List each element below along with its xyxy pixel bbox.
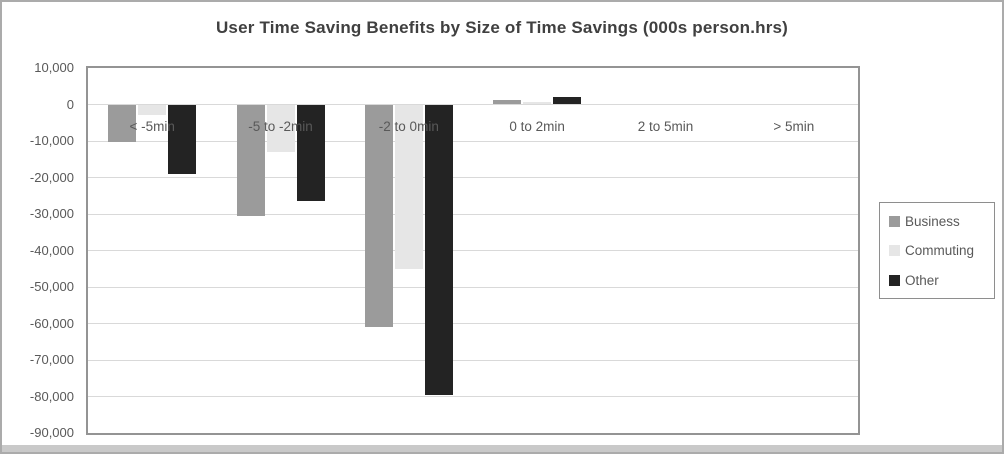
gridline--30,000 — [88, 213, 858, 215]
bar-commuting-2 — [394, 104, 423, 269]
gridline--10,000 — [88, 140, 858, 142]
gridline--40,000 — [88, 250, 858, 251]
bar-business-1 — [236, 104, 265, 216]
gridline--80,000 — [88, 396, 858, 397]
gridline--70,000 — [88, 359, 858, 361]
bar-other-2 — [424, 104, 453, 396]
bar-commuting-3 — [523, 102, 552, 105]
legend-swatch-business-icon — [889, 215, 900, 227]
x-category-label-4: 2 to 5min — [637, 118, 694, 134]
legend-label-business: Business — [905, 213, 960, 229]
window-bottom-edge — [2, 445, 1002, 452]
y-tick-label: -90,000 — [29, 425, 74, 440]
y-tick-label: -80,000 — [29, 388, 74, 404]
bar-other-3 — [553, 96, 582, 105]
legend-swatch-other-icon — [889, 274, 900, 286]
gridline-0 — [88, 104, 858, 105]
x-category-label-2: -2 to 0min — [378, 118, 439, 134]
y-tick-label: -60,000 — [29, 315, 74, 331]
legend-item-commuting: Commuting — [889, 238, 990, 264]
bar-commuting-1 — [266, 104, 295, 152]
legend-swatch-commuting-icon — [889, 245, 900, 256]
plot-area: < -5min -5 to -2min -2 to 0min 0 to 2min 2 t… — [86, 66, 860, 435]
legend-item-other: Other — [889, 267, 990, 293]
bar-business-2 — [364, 104, 393, 328]
bar-commuting-0 — [138, 104, 167, 116]
y-tick-label: -30,000 — [29, 206, 74, 221]
x-category-label-5: > 5min — [773, 118, 815, 134]
y-tick-label: 0 — [66, 96, 74, 112]
x-category-label-0: < -5min — [129, 118, 175, 134]
gridline--60,000 — [88, 323, 858, 324]
bar-business-0 — [108, 104, 137, 143]
y-tick-label: -70,000 — [29, 352, 74, 367]
bar-business-3 — [493, 100, 522, 105]
legend-label-other: Other — [905, 272, 939, 288]
legend-label-commuting: Commuting — [905, 243, 975, 258]
x-category-label-1: -5 to -2min — [248, 118, 313, 134]
legend-item-business: Business — [889, 208, 990, 234]
bar-other-1 — [296, 104, 325, 202]
chart-title: User Time Saving Benefits by Size of Tim… — [215, 18, 789, 37]
y-tick-label: -40,000 — [29, 242, 74, 258]
gridline--20,000 — [88, 177, 858, 178]
bar-other-0 — [168, 104, 197, 174]
y-tick-label: -20,000 — [29, 169, 74, 185]
y-tick-label: -50,000 — [29, 279, 74, 294]
y-tick-label: -10,000 — [29, 133, 74, 148]
y-tick-label: 10,000 — [34, 60, 74, 75]
x-category-label-3: 0 to 2min — [509, 118, 565, 134]
legend: Business Commuting Other — [879, 202, 995, 299]
gridline--50,000 — [88, 286, 858, 288]
y-axis: 10,000 0 -10,000 -20,000 -30,000 -40,000 -50,0… — [2, 60, 74, 440]
